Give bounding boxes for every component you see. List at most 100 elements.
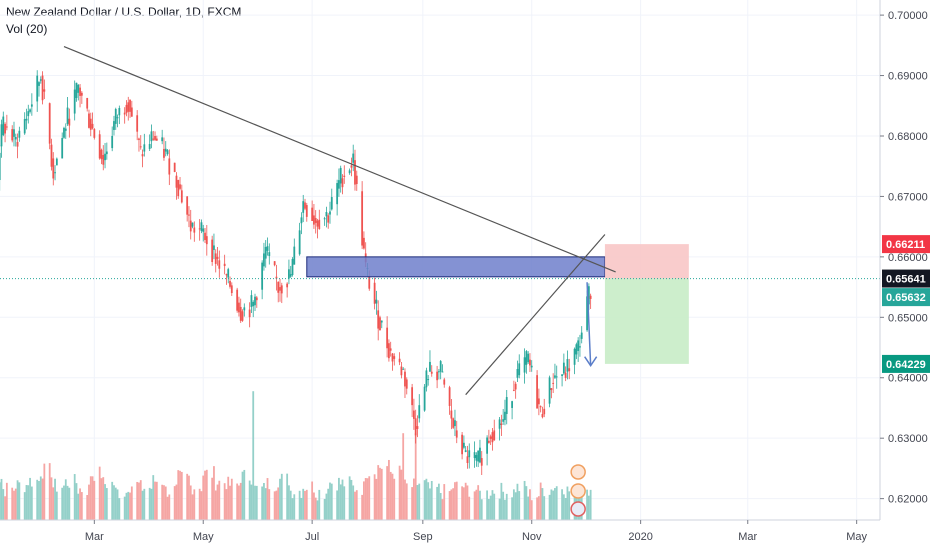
candle-body bbox=[504, 411, 506, 421]
candle-body bbox=[388, 343, 390, 359]
volume-bar bbox=[338, 477, 340, 520]
candle-body bbox=[552, 382, 555, 384]
candle-body bbox=[343, 175, 346, 177]
candle-body bbox=[202, 228, 205, 232]
volume-bar bbox=[461, 486, 464, 520]
candle-body bbox=[575, 344, 578, 355]
volume-bar bbox=[154, 481, 156, 520]
candle-body bbox=[177, 180, 180, 197]
volume-bar bbox=[529, 489, 531, 520]
candle-body bbox=[73, 89, 76, 114]
candle-body bbox=[566, 359, 569, 372]
volume-bar bbox=[102, 477, 105, 520]
candle-body bbox=[111, 135, 114, 149]
volume-bar bbox=[189, 485, 192, 520]
volume-bar bbox=[155, 481, 158, 520]
candle-body bbox=[325, 211, 328, 217]
candle-body bbox=[293, 246, 296, 265]
volume-bar bbox=[186, 473, 189, 520]
candle-body bbox=[280, 285, 283, 294]
candle-body bbox=[443, 379, 446, 385]
volume-bar bbox=[41, 478, 44, 520]
volume-bar bbox=[280, 473, 283, 520]
candle-body bbox=[543, 408, 546, 415]
event-icon bbox=[570, 501, 586, 517]
candle-body bbox=[268, 252, 271, 257]
candle-body bbox=[100, 149, 103, 160]
volume-bar bbox=[11, 487, 14, 520]
price-label: 0.65632 bbox=[886, 292, 926, 304]
volume-bar bbox=[586, 489, 588, 520]
candle-body bbox=[66, 107, 69, 124]
volume-bar bbox=[188, 475, 190, 520]
candle-body bbox=[2, 116, 5, 136]
volume-bar bbox=[475, 489, 478, 520]
candle-body bbox=[16, 142, 19, 147]
volume-bar bbox=[363, 481, 365, 520]
candle-body bbox=[486, 437, 488, 454]
candle-body bbox=[323, 218, 326, 220]
volume-bar bbox=[323, 498, 326, 520]
volume-bar bbox=[430, 480, 433, 520]
down-arrow-shaft bbox=[586, 282, 592, 366]
candle-body bbox=[327, 215, 330, 223]
candle-body bbox=[54, 172, 56, 174]
volume-bar bbox=[77, 493, 80, 520]
x-tick-label: May bbox=[193, 531, 214, 543]
volume-bar bbox=[27, 485, 30, 520]
candle-body bbox=[450, 410, 453, 419]
volume-bar bbox=[552, 490, 555, 520]
take-profit-zone bbox=[604, 278, 689, 364]
candle-body bbox=[211, 239, 214, 263]
candle-body bbox=[523, 357, 526, 373]
candle-body bbox=[564, 372, 567, 378]
volume-bar bbox=[54, 478, 56, 520]
candle-body bbox=[266, 246, 269, 251]
candle-body bbox=[468, 450, 471, 458]
volume-bar bbox=[327, 488, 330, 520]
price-label-bg bbox=[882, 354, 930, 373]
candle-body bbox=[304, 202, 306, 209]
volume-bar bbox=[168, 494, 171, 520]
y-tick-label: 0.62000 bbox=[888, 494, 928, 506]
candle-body bbox=[230, 285, 233, 294]
price-label: 0.65641 bbox=[886, 274, 926, 286]
volume-bar bbox=[411, 487, 414, 520]
volume-bar bbox=[225, 489, 228, 520]
volume-bar bbox=[473, 491, 476, 520]
candle-body bbox=[248, 309, 251, 318]
volume-bar bbox=[150, 488, 153, 520]
candle-body bbox=[173, 162, 176, 172]
volume-bar bbox=[380, 468, 383, 520]
volume-bar bbox=[561, 489, 563, 520]
volume-bar bbox=[487, 498, 490, 520]
volume-bar bbox=[477, 485, 480, 520]
volume-bar bbox=[491, 490, 494, 520]
volume-bar bbox=[302, 488, 305, 520]
y-tick-label: 0.64000 bbox=[888, 373, 928, 385]
y-tick-label: 0.70000 bbox=[888, 10, 928, 22]
candle-body bbox=[455, 430, 458, 438]
volume-bar bbox=[23, 492, 26, 520]
volume-bar bbox=[0, 482, 1, 520]
candle-body bbox=[298, 230, 301, 255]
candle-body bbox=[473, 452, 476, 459]
volume-bar bbox=[286, 473, 289, 520]
volume-bar bbox=[43, 463, 46, 520]
candle-body bbox=[191, 222, 194, 227]
candle-body bbox=[250, 295, 253, 307]
x-tick-label: Mar bbox=[738, 531, 757, 543]
x-tick-label: Nov bbox=[522, 531, 542, 543]
candle-body bbox=[530, 365, 533, 368]
volume-bar bbox=[379, 467, 381, 520]
volume-bar bbox=[398, 465, 401, 520]
volume-bar bbox=[179, 470, 181, 520]
candle-body bbox=[4, 123, 6, 134]
volume-bar bbox=[48, 463, 51, 520]
candle-body bbox=[139, 146, 142, 148]
volume-bar bbox=[163, 485, 165, 520]
y-tick-label: 0.67000 bbox=[888, 191, 928, 203]
volume-bar bbox=[391, 473, 394, 520]
volume-bar bbox=[50, 477, 53, 520]
